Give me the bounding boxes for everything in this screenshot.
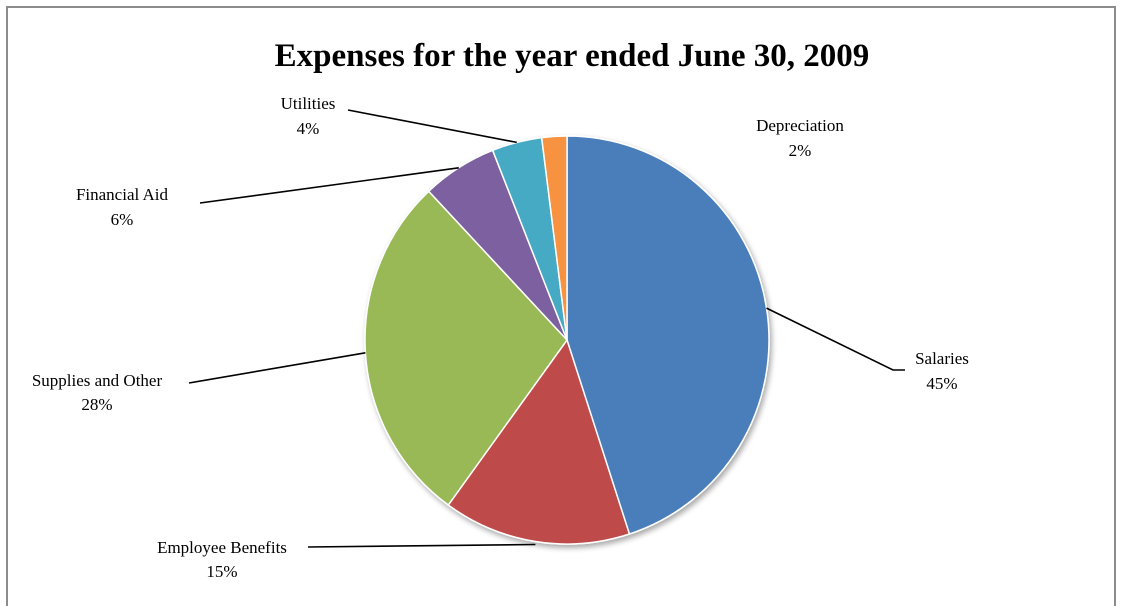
slice-percent-depreciation: 2% — [789, 141, 812, 160]
pie-slice-supplies-and-other — [364, 190, 568, 507]
leader-line-salaries — [766, 307, 905, 371]
slice-percent-employee-benefits: 15% — [206, 562, 237, 581]
slice-label-financial-aid: Financial Aid — [76, 185, 169, 204]
slice-percent-financial-aid: 6% — [111, 210, 134, 229]
leader-line-utilities — [347, 109, 517, 144]
slice-percent-utilities: 4% — [297, 119, 320, 138]
chart-title: Expenses for the year ended June 30, 200… — [274, 38, 870, 74]
leader-line-employee-benefits — [307, 543, 536, 548]
leader-line-supplies-and-other — [188, 352, 366, 384]
pie-slice-salaries — [566, 135, 770, 535]
slice-label-utilities: Utilities — [281, 94, 336, 113]
slice-label-depreciation: Depreciation — [756, 116, 844, 135]
slice-percent-supplies-and-other: 28% — [81, 395, 112, 414]
pie-slice-employee-benefits — [447, 338, 631, 545]
slice-percent-salaries: 45% — [926, 374, 957, 393]
slice-label-employee-benefits: Employee Benefits — [157, 538, 287, 557]
slice-label-supplies-and-other: Supplies and Other — [32, 371, 163, 390]
pie-slice-depreciation — [540, 135, 568, 341]
slice-label-salaries: Salaries — [915, 349, 969, 368]
leader-line-financial-aid — [199, 167, 459, 204]
